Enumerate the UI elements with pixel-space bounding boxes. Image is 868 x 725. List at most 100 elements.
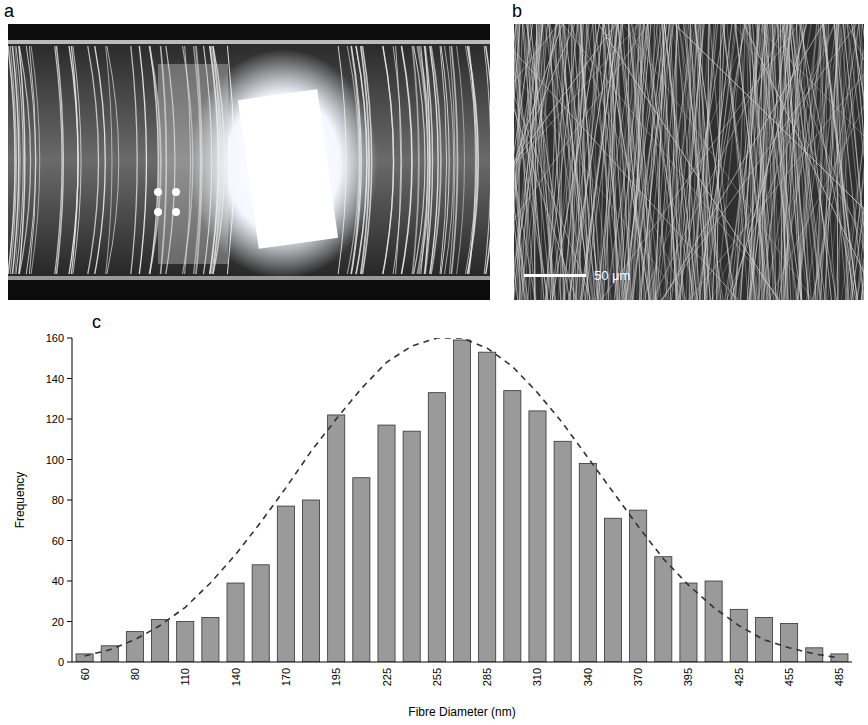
y-tick bbox=[67, 378, 72, 379]
histogram-bar bbox=[453, 340, 470, 662]
light-source bbox=[238, 89, 338, 249]
fibre-line bbox=[741, 24, 752, 300]
fibre-line bbox=[575, 24, 603, 300]
fibre-line bbox=[783, 24, 790, 300]
fibre-line bbox=[514, 24, 738, 300]
histogram-bar bbox=[227, 583, 244, 662]
fibre-stroke bbox=[383, 46, 394, 274]
fibre-line bbox=[623, 24, 812, 300]
plot-marks bbox=[76, 338, 848, 662]
fibre-stroke bbox=[486, 46, 490, 274]
fibre-line bbox=[791, 24, 837, 300]
fibre-line bbox=[852, 24, 864, 300]
fibre-stroke bbox=[8, 46, 15, 274]
fibre-stroke bbox=[441, 46, 449, 274]
fibre-line bbox=[705, 24, 735, 300]
y-tick bbox=[67, 500, 72, 501]
photo-panel bbox=[8, 24, 490, 300]
fibre-line bbox=[572, 24, 582, 300]
fibre-line bbox=[514, 24, 648, 300]
scale-bar-label: 50 μm bbox=[594, 268, 630, 283]
reflection bbox=[158, 64, 228, 264]
fibre-line bbox=[628, 24, 629, 300]
led-dot bbox=[172, 208, 180, 216]
fibre-line bbox=[559, 24, 589, 300]
x-tick-label: 370 bbox=[632, 668, 644, 686]
fibre-line bbox=[601, 24, 798, 300]
y-tick bbox=[67, 338, 72, 339]
fibre-line bbox=[756, 24, 798, 300]
fibre-stroke bbox=[31, 46, 40, 274]
fibre-line bbox=[756, 24, 791, 300]
fibre-stroke bbox=[88, 46, 99, 274]
fibre-stroke bbox=[19, 46, 30, 274]
fibre-stroke bbox=[131, 46, 137, 274]
fibre-line bbox=[563, 24, 780, 300]
x-axis-title: Fibre Diameter (nm) bbox=[408, 705, 515, 719]
fibre-line bbox=[813, 24, 859, 300]
fibre-stroke bbox=[401, 46, 411, 274]
fibre-line bbox=[814, 24, 837, 300]
fibre-line bbox=[707, 24, 708, 300]
fibre-line bbox=[689, 24, 690, 300]
fibre-line bbox=[807, 24, 843, 300]
x-tick-label: 140 bbox=[230, 668, 242, 686]
sem-panel bbox=[514, 24, 864, 300]
x-axis bbox=[72, 662, 852, 663]
fibre-line bbox=[744, 24, 864, 300]
fibre-line bbox=[761, 24, 847, 300]
x-tick-label: 170 bbox=[280, 668, 292, 686]
histogram-bar bbox=[579, 464, 596, 662]
panel-label: c bbox=[92, 312, 101, 332]
fibre-line bbox=[792, 24, 820, 300]
led-dot bbox=[154, 188, 162, 196]
x-tick-label: 425 bbox=[733, 668, 745, 686]
histogram-bar bbox=[504, 391, 521, 662]
fibre-line bbox=[629, 24, 651, 300]
fibre-line bbox=[662, 24, 676, 300]
panel-label: a bbox=[4, 1, 15, 21]
fibre-line bbox=[723, 24, 756, 300]
fibre-line bbox=[823, 24, 857, 300]
scale-bar bbox=[524, 274, 586, 277]
led-dot bbox=[154, 208, 162, 216]
y-tick bbox=[67, 459, 72, 460]
fibre-line bbox=[564, 24, 601, 300]
fibre-line bbox=[848, 24, 864, 300]
fibre-line bbox=[777, 24, 864, 300]
fibre-line bbox=[558, 24, 586, 300]
y-tick-label: 100 bbox=[46, 454, 64, 466]
x-tick-label: 485 bbox=[833, 668, 845, 686]
histogram-bar bbox=[529, 411, 546, 662]
fibre-stroke bbox=[150, 46, 159, 274]
fibre-stroke bbox=[19, 46, 25, 274]
fibre-line bbox=[847, 24, 864, 300]
fibre-line bbox=[786, 24, 793, 300]
fibre-line bbox=[674, 24, 864, 300]
histogram-bar bbox=[277, 506, 294, 662]
fibre-stroke bbox=[396, 46, 401, 274]
fibre-line bbox=[596, 24, 637, 300]
fibre-line bbox=[735, 24, 864, 300]
histogram-bar bbox=[378, 425, 395, 662]
fibre-line bbox=[758, 24, 774, 300]
fibre-line bbox=[585, 24, 622, 300]
fibre-stroke bbox=[414, 46, 425, 274]
fibre-line bbox=[825, 24, 838, 300]
fibre-line bbox=[624, 24, 657, 300]
x-tick-label: 255 bbox=[431, 668, 443, 686]
fibre-line bbox=[834, 24, 858, 300]
fibre-stroke bbox=[139, 46, 146, 274]
x-tick-label: 455 bbox=[783, 668, 795, 686]
fibre-line bbox=[514, 24, 616, 300]
fibre-stroke bbox=[457, 46, 465, 274]
fibre-line bbox=[727, 24, 835, 300]
histogram-bar bbox=[328, 415, 345, 662]
fibre-line bbox=[733, 24, 770, 300]
fibre-line bbox=[712, 24, 724, 300]
y-tick-label: 0 bbox=[58, 656, 64, 668]
fibre-line bbox=[514, 24, 639, 300]
histogram-bar bbox=[705, 581, 722, 662]
fibre-stroke bbox=[412, 46, 418, 274]
fibre-line bbox=[798, 24, 828, 300]
